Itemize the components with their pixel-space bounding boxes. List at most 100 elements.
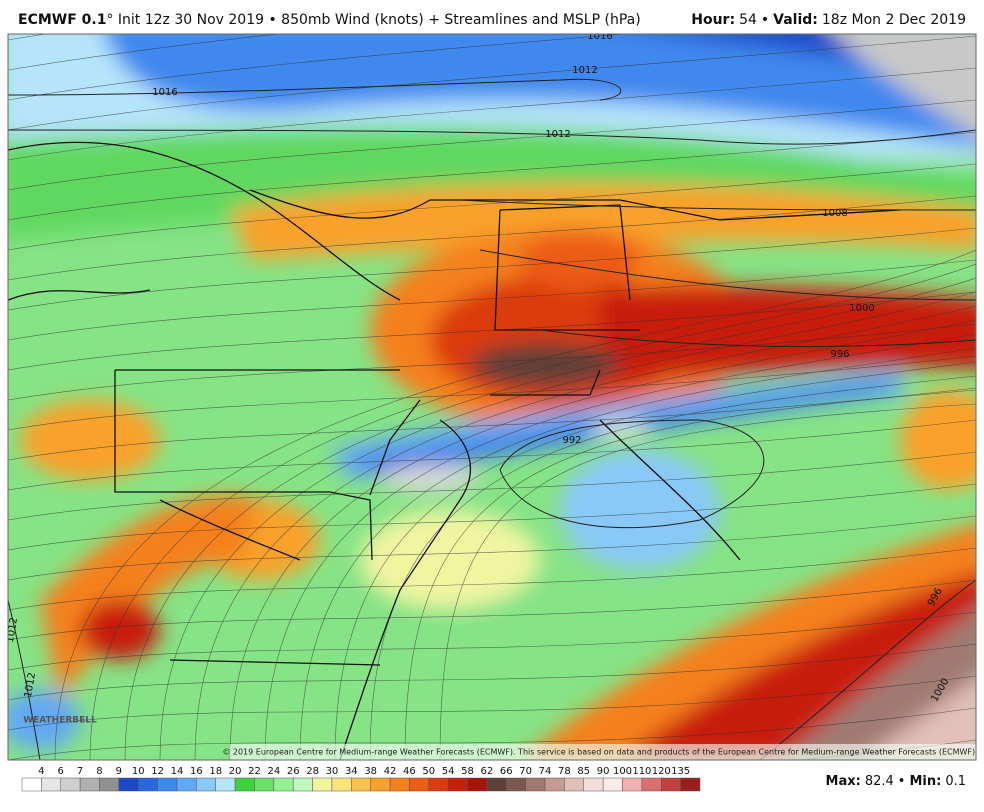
isobar-label: 1012 xyxy=(545,129,570,140)
colorbar-label: 38 xyxy=(364,766,377,777)
max-label: Max: xyxy=(826,774,861,789)
colorbar-swatch xyxy=(41,777,61,792)
colorbar-swatch xyxy=(467,777,488,792)
isobar-label: 1016 xyxy=(587,31,612,42)
colorbar-swatch xyxy=(215,777,236,792)
streamline xyxy=(194,305,976,760)
streamline xyxy=(8,34,627,101)
header-title: ECMWF 0.1° Init 12z 30 Nov 2019 • 850mb … xyxy=(18,12,641,28)
streamline xyxy=(8,579,976,641)
colorbar-swatch xyxy=(583,777,604,792)
colorbar-label: 18 xyxy=(209,766,222,777)
colorbar-swatch xyxy=(60,777,81,792)
footer-stats: Max: 82.4 • Min: 0.1 xyxy=(826,774,966,789)
streamline xyxy=(334,361,976,760)
colorbar-label: 20 xyxy=(229,766,242,777)
streamline xyxy=(8,227,976,311)
colorbar-swatch xyxy=(312,777,333,792)
streamline xyxy=(8,34,282,71)
streamline xyxy=(299,347,976,760)
streamline xyxy=(369,375,976,760)
min-value: 0.1 xyxy=(945,774,966,789)
colorbar-swatch xyxy=(447,777,468,792)
isobar-label: 992 xyxy=(562,435,581,446)
isobar-label: 1012 xyxy=(572,65,597,76)
colorbar-label: 54 xyxy=(442,766,455,777)
streamline xyxy=(8,643,976,701)
streamline xyxy=(8,675,976,731)
separator: • xyxy=(898,774,906,789)
streamline xyxy=(8,515,976,581)
colorbar-swatch xyxy=(99,777,120,792)
colorbar-label: 50 xyxy=(422,766,435,777)
colorbar-swatch xyxy=(428,777,449,792)
streamline xyxy=(8,483,976,551)
colorbar-swatch xyxy=(544,777,565,792)
streamline xyxy=(264,333,976,760)
valid-time: 18z Mon 2 Dec 2019 xyxy=(822,12,966,28)
colorbar-swatch xyxy=(506,777,526,792)
streamline xyxy=(8,131,976,221)
colorbar-label: 66 xyxy=(500,766,513,777)
streamline xyxy=(8,195,976,281)
colorbar-label: 14 xyxy=(171,766,184,777)
hour-label: Hour: xyxy=(691,12,735,28)
colorbar-label: 120 xyxy=(652,766,671,777)
colorbar-label: 24 xyxy=(267,766,280,777)
colorbar-swatch xyxy=(525,777,546,792)
colorbar-label: 7 xyxy=(77,766,83,777)
colorbar-swatch xyxy=(486,777,507,792)
description: ° Init 12z 30 Nov 2019 • 850mb Wind (kno… xyxy=(106,12,640,28)
colorbar-swatch xyxy=(118,777,139,792)
colorbar-label: 30 xyxy=(326,766,339,777)
colorbar-swatch xyxy=(157,777,178,792)
colorbar-label: 28 xyxy=(306,766,319,777)
colorbar-label: 85 xyxy=(577,766,590,777)
colorbar-swatch xyxy=(21,777,42,792)
isobar-label: 1016 xyxy=(152,87,177,98)
max-value: 82.4 xyxy=(865,774,894,789)
colorbar-swatch xyxy=(254,777,275,792)
isobar-label: 1012 xyxy=(23,672,38,699)
streamline xyxy=(124,277,976,760)
colorbar-swatch xyxy=(661,777,681,792)
colorbar-label: 46 xyxy=(403,766,416,777)
colorbar-swatch xyxy=(176,777,197,792)
colorbar-swatch xyxy=(409,777,430,792)
separator: • xyxy=(761,12,769,28)
colorbar-swatch xyxy=(564,777,585,792)
colorbar-swatch xyxy=(370,777,391,792)
colorbar-swatch xyxy=(137,777,158,792)
streamline xyxy=(8,99,976,191)
colorbar-label: 110 xyxy=(632,766,651,777)
valid-label: Valid: xyxy=(773,12,818,28)
streamline xyxy=(8,547,976,611)
colorbar-swatch xyxy=(680,777,701,792)
colorbar-label: 8 xyxy=(96,766,102,777)
colorbar-swatch xyxy=(273,777,294,792)
streamline xyxy=(8,259,976,341)
colorbar-label: 42 xyxy=(384,766,397,777)
header-valid: Hour: 54 • Valid: 18z Mon 2 Dec 2019 xyxy=(691,12,966,28)
logo: WEATHERBELL xyxy=(23,716,97,726)
isobar-label: 1008 xyxy=(822,208,847,219)
streamline xyxy=(229,319,976,760)
colorbar-swatch xyxy=(331,777,352,792)
isobar-label: 1000 xyxy=(849,303,874,314)
colorbar-label: 6 xyxy=(58,766,64,777)
credit: © 2019 European Centre for Medium-range … xyxy=(222,748,977,757)
colorbar-label: 100 xyxy=(613,766,632,777)
colorbar-swatch xyxy=(641,777,662,792)
colorbar-label: 22 xyxy=(248,766,261,777)
min-label: Min: xyxy=(909,774,941,789)
colorbar-label: 9 xyxy=(116,766,122,777)
streamline xyxy=(8,35,976,131)
colorbar-swatch xyxy=(602,777,623,792)
streamline xyxy=(8,291,976,371)
colorbar-label: 4 xyxy=(38,766,44,777)
colorbar-label: 16 xyxy=(190,766,203,777)
boundaries xyxy=(8,141,901,760)
streamline xyxy=(159,291,976,760)
